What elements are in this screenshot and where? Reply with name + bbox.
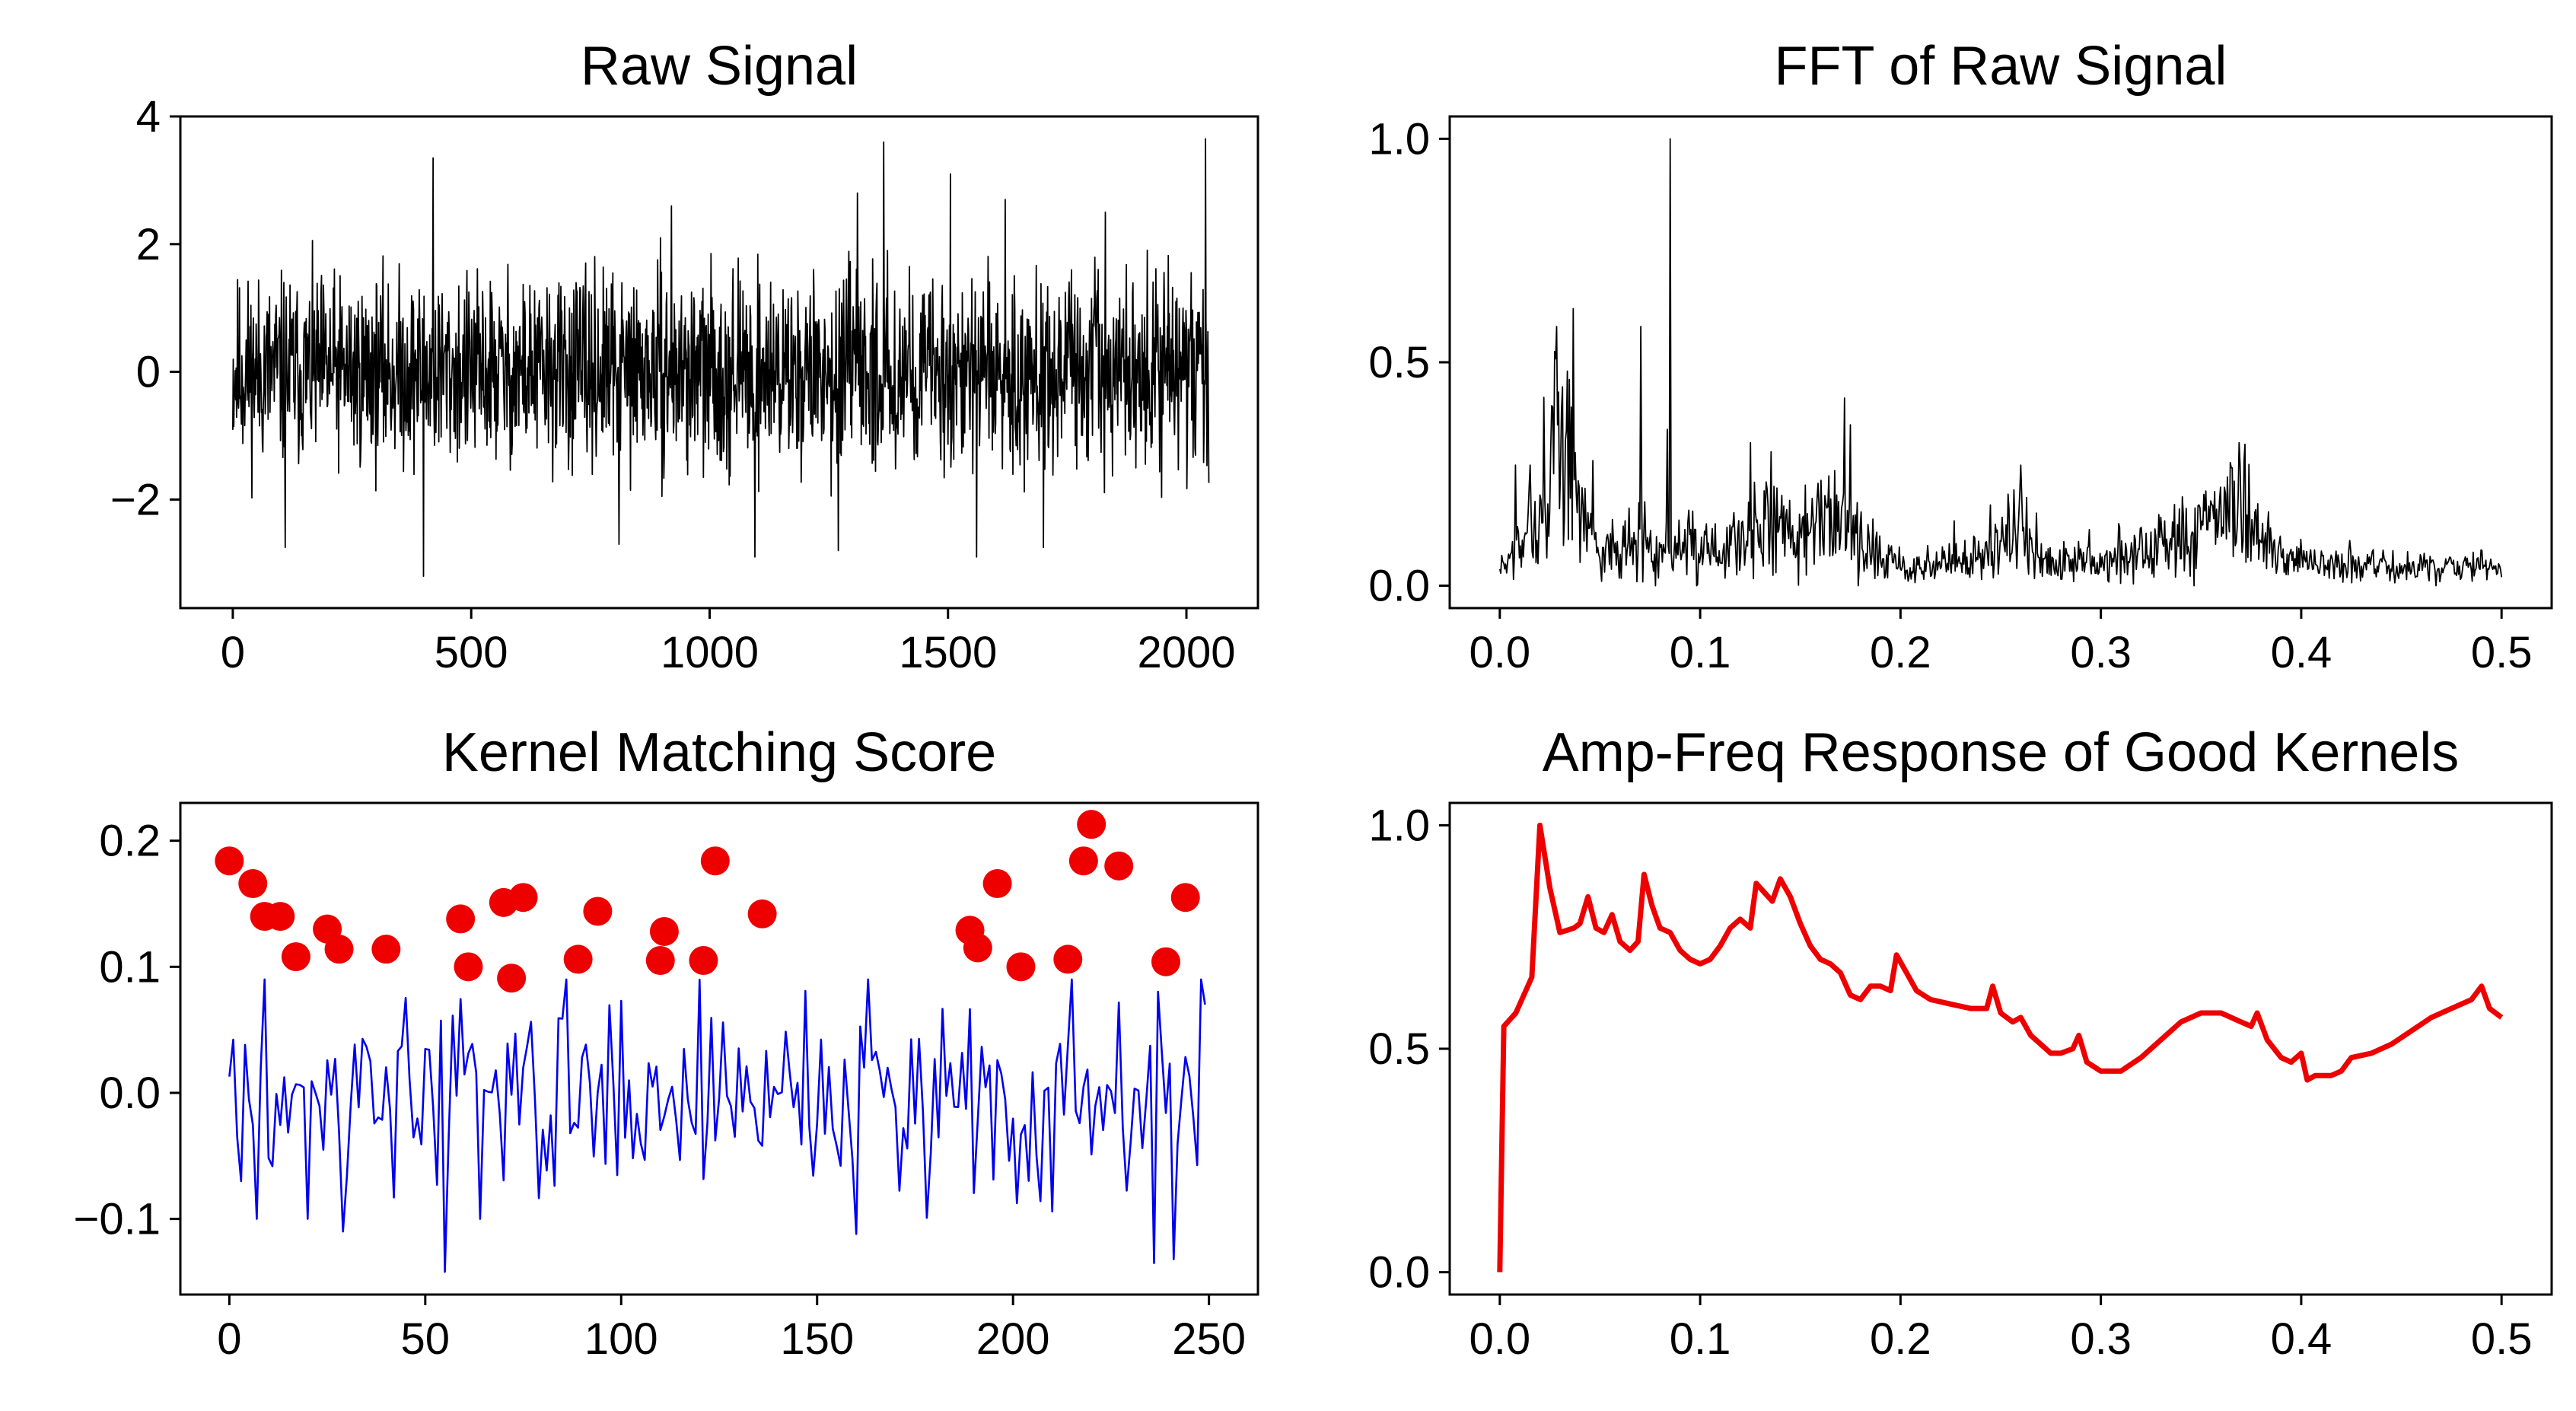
- peak-marker-24: [1006, 952, 1036, 982]
- peak-marker-26: [1068, 846, 1098, 876]
- peak-marker-29: [1151, 947, 1180, 976]
- x-tick-label: 0.5: [2471, 1314, 2533, 1364]
- peak-marker-14: [563, 944, 593, 974]
- peak-marker-25: [1053, 944, 1083, 974]
- peak-marker-28: [1104, 851, 1134, 881]
- y-tick-label: 4: [136, 92, 161, 142]
- x-tick-label: 200: [976, 1314, 1050, 1364]
- peak-marker-18: [689, 946, 718, 976]
- peak-marker-12: [497, 963, 527, 993]
- x-tick-label: 2000: [1138, 628, 1236, 677]
- x-tick-label: 0.4: [2271, 628, 2332, 677]
- chart-panel-2: FFT of Raw Signal 0.0 0.1 0.2 0.3 0.4 0.5 0.0 0.…: [1368, 36, 2553, 677]
- x-tick-label: 0.4: [2271, 1314, 2332, 1364]
- x-tick-label: 0.0: [1469, 628, 1530, 677]
- peak-marker-30: [1170, 883, 1200, 913]
- x-tick-label: 0: [217, 1314, 241, 1364]
- x-tick-label: 150: [780, 1314, 854, 1364]
- x-tick-label: 50: [401, 1314, 451, 1364]
- chart-title: Raw Signal: [581, 36, 858, 97]
- peak-marker-10: [454, 952, 483, 982]
- y-tick-label: 0.5: [1368, 1024, 1430, 1074]
- x-tick-label: 0.2: [1870, 628, 1931, 677]
- peak-marker-22: [963, 933, 992, 963]
- peak-marker-1: [215, 846, 244, 876]
- peak-marker-7: [324, 935, 354, 964]
- chart-panel-3: Kernel Matching Score 0 50 100 150 200 250 −0.1…: [74, 722, 1259, 1364]
- peak-marker-27: [1077, 810, 1107, 839]
- peak-marker-17: [649, 916, 679, 946]
- x-tick-label: 250: [1172, 1314, 1246, 1364]
- chart-title: Kernel Matching Score: [442, 722, 996, 783]
- y-tick-label: 0.5: [1368, 338, 1430, 387]
- x-tick-label: 0.1: [1670, 1314, 1731, 1364]
- chart-panel-1: Raw Signal 0 500 1000 1500 2000 −2 0 2 4: [110, 36, 1259, 677]
- peak-marker-20: [747, 899, 777, 928]
- y-tick-label: 0.0: [99, 1069, 161, 1118]
- peak-marker-9: [446, 904, 476, 934]
- series-line-1: [1497, 822, 2504, 1272]
- x-tick-label: 0.3: [2070, 1314, 2132, 1364]
- x-tick-label: 0.3: [2070, 628, 2132, 677]
- peak-marker-16: [645, 946, 675, 976]
- y-tick-label: 0: [136, 348, 161, 397]
- peak-marker-4: [266, 902, 295, 932]
- axes-frame: [179, 115, 1259, 610]
- series-line-1: [1498, 138, 2503, 587]
- x-tick-label: 0.2: [1870, 1314, 1931, 1364]
- peak-marker-15: [583, 897, 613, 926]
- chart-title: FFT of Raw Signal: [1775, 36, 2227, 97]
- series-line-1: [232, 138, 1210, 577]
- peak-marker-23: [982, 869, 1012, 899]
- peak-marker-2: [238, 869, 268, 899]
- y-tick-label: 0.0: [1368, 562, 1430, 611]
- peak-marker-13: [508, 883, 538, 913]
- x-tick-label: 100: [584, 1314, 658, 1364]
- x-tick-label: 0.0: [1469, 1314, 1530, 1364]
- axes-frame: [179, 801, 1259, 1296]
- x-tick-label: 0.1: [1670, 628, 1731, 677]
- x-tick-label: 0.5: [2471, 628, 2533, 677]
- y-tick-label: 2: [136, 220, 161, 269]
- chart-panel-4: Amp-Freq Response of Good Kernels 0.0 0.1 0…: [1368, 722, 2553, 1364]
- x-tick-label: 1000: [661, 628, 759, 677]
- peak-marker-5: [281, 942, 310, 972]
- y-tick-label: 0.0: [1368, 1248, 1430, 1298]
- peak-marker-19: [700, 846, 730, 876]
- x-tick-label: 1500: [899, 628, 997, 677]
- y-tick-label: 0.1: [99, 942, 161, 992]
- x-tick-label: 0: [221, 628, 245, 677]
- x-tick-label: 500: [435, 628, 508, 677]
- series-line-1: [228, 978, 1206, 1273]
- y-tick-label: −0.1: [74, 1195, 161, 1244]
- peak-marker-8: [371, 935, 401, 964]
- y-tick-label: 1.0: [1368, 801, 1430, 850]
- y-tick-label: 0.2: [99, 817, 161, 866]
- chart-title: Amp-Freq Response of Good Kernels: [1543, 722, 2460, 783]
- y-tick-label: −2: [110, 475, 161, 524]
- y-tick-label: 1.0: [1368, 114, 1430, 164]
